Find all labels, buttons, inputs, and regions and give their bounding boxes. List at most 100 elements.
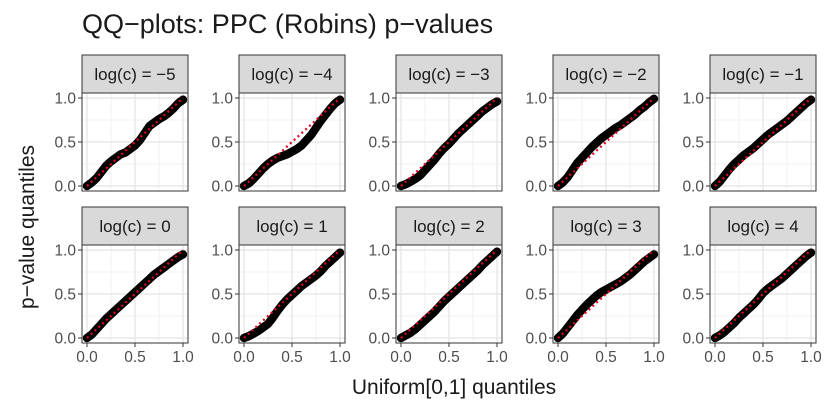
facet-strip-label: log(c) = −3	[408, 65, 489, 84]
facet-strip-label: log(c) = −2	[565, 65, 646, 84]
y-tick-label: 0.5	[368, 135, 390, 152]
qq-point	[649, 250, 659, 259]
facet-strip-label: log(c) = 1	[256, 217, 327, 236]
facet-grid: log(c) = −5 0.0 0.5 1.0 log(c) = −4 0.0 0.5 1.0…	[54, 54, 822, 366]
x-tick-label: 0.5	[752, 349, 774, 366]
reference-line	[557, 249, 655, 339]
qq-point	[178, 95, 188, 104]
y-tick-label: 0.0	[54, 179, 76, 196]
x-tick-label: 0.5	[281, 349, 303, 366]
facet-strip-label: log(c) = −4	[251, 65, 332, 84]
y-tick-label: 0.0	[368, 331, 390, 348]
facet-panel: log(c) = 3 0.00.0 0.5 0.5 1.0 1.0	[525, 206, 665, 366]
panel-border	[81, 244, 189, 344]
y-tick-label: 0.0	[525, 179, 547, 196]
facet-strip	[395, 206, 503, 246]
x-tick-label: 0.5	[124, 349, 146, 366]
reference-line	[86, 249, 184, 339]
y-tick-label: 1.0	[368, 91, 390, 108]
facet-panel: log(c) = 2 0.00.0 0.5 0.5 1.0 1.0	[368, 206, 508, 366]
y-tick-label: 1.0	[682, 243, 704, 260]
y-tick-label: 1.0	[54, 243, 76, 260]
y-tick-label: 0.5	[211, 135, 233, 152]
x-tick-label: 0.0	[233, 349, 255, 366]
y-tick-label: 0.5	[211, 287, 233, 304]
facet-strip-label: log(c) = 3	[570, 217, 641, 236]
x-tick-label: 0.0	[390, 349, 412, 366]
reference-line	[714, 97, 812, 187]
y-tick-label: 1.0	[211, 243, 233, 260]
reference-line	[400, 97, 498, 187]
y-tick-label: 0.5	[54, 287, 76, 304]
qq-point	[335, 248, 345, 257]
facet-panel: log(c) = −1 0.0 0.5 1.0	[682, 54, 817, 196]
facet-strip	[238, 54, 346, 94]
y-tick-label: 1.0	[211, 91, 233, 108]
qq-point	[178, 250, 188, 259]
reference-line	[400, 249, 498, 339]
reference-line	[243, 249, 341, 339]
facet-panel: log(c) = 4 0.00.0 0.5 0.5 1.0 1.0	[682, 206, 822, 366]
facet-strip	[709, 54, 817, 94]
facet-strip	[395, 54, 503, 94]
facet-panel: log(c) = 1 0.00.0 0.5 0.5 1.0 1.0	[211, 206, 351, 366]
panel-border	[552, 92, 660, 192]
panel-border	[238, 92, 346, 192]
y-axis-title: p−value quantiles	[16, 145, 39, 309]
qq-point	[492, 97, 502, 106]
facet-strip-label: log(c) = 2	[413, 217, 484, 236]
x-tick-label: 1.0	[800, 349, 822, 366]
y-tick-label: 0.0	[682, 179, 704, 196]
facet-panel: log(c) = −3 0.0 0.5 1.0	[368, 54, 503, 196]
y-tick-label: 0.5	[682, 287, 704, 304]
panel-border	[395, 92, 503, 192]
y-tick-label: 1.0	[54, 91, 76, 108]
facet-strip-label: log(c) = −1	[722, 65, 803, 84]
x-tick-label: 0.0	[76, 349, 98, 366]
chart-title: QQ−plots: PPC (Robins) p−values	[82, 9, 493, 39]
qq-point	[806, 248, 816, 257]
facet-panel: log(c) = −5 0.0 0.5 1.0	[54, 54, 189, 196]
panel-border	[709, 92, 817, 192]
y-tick-label: 0.0	[368, 179, 390, 196]
panel-border	[81, 92, 189, 192]
panel-border	[395, 244, 503, 344]
facet-strip-label: log(c) = 4	[727, 217, 798, 236]
reference-line	[557, 97, 655, 187]
y-tick-label: 1.0	[525, 243, 547, 260]
facet-panel: log(c) = −4 0.0 0.5 1.0	[211, 54, 346, 196]
qq-point	[806, 95, 816, 104]
panel-border	[238, 244, 346, 344]
x-tick-label: 0.5	[595, 349, 617, 366]
reference-line	[714, 249, 812, 339]
y-tick-label: 0.5	[525, 287, 547, 304]
facet-strip	[81, 54, 189, 94]
y-tick-label: 0.0	[211, 331, 233, 348]
qq-point	[335, 95, 345, 104]
x-tick-label: 0.5	[438, 349, 460, 366]
x-tick-label: 0.0	[547, 349, 569, 366]
facet-strip-label: log(c) = −5	[94, 65, 175, 84]
x-tick-label: 1.0	[486, 349, 508, 366]
y-tick-label: 0.0	[211, 179, 233, 196]
y-tick-label: 1.0	[525, 91, 547, 108]
facet-strip	[81, 206, 189, 246]
facet-panel: log(c) = −2 0.0 0.5 1.0	[525, 54, 660, 196]
facet-strip	[552, 54, 660, 94]
y-tick-label: 1.0	[368, 243, 390, 260]
y-tick-label: 0.0	[682, 331, 704, 348]
y-tick-label: 1.0	[682, 91, 704, 108]
facet-strip	[238, 206, 346, 246]
y-tick-label: 0.5	[54, 135, 76, 152]
x-tick-label: 0.0	[704, 349, 726, 366]
y-tick-label: 0.5	[368, 287, 390, 304]
y-tick-label: 0.0	[525, 331, 547, 348]
reference-line	[243, 97, 341, 187]
y-tick-label: 0.0	[54, 331, 76, 348]
facet-strip	[709, 206, 817, 246]
x-tick-label: 1.0	[172, 349, 194, 366]
facet-strip	[552, 206, 660, 246]
reference-line	[86, 97, 184, 187]
y-tick-label: 0.5	[525, 135, 547, 152]
